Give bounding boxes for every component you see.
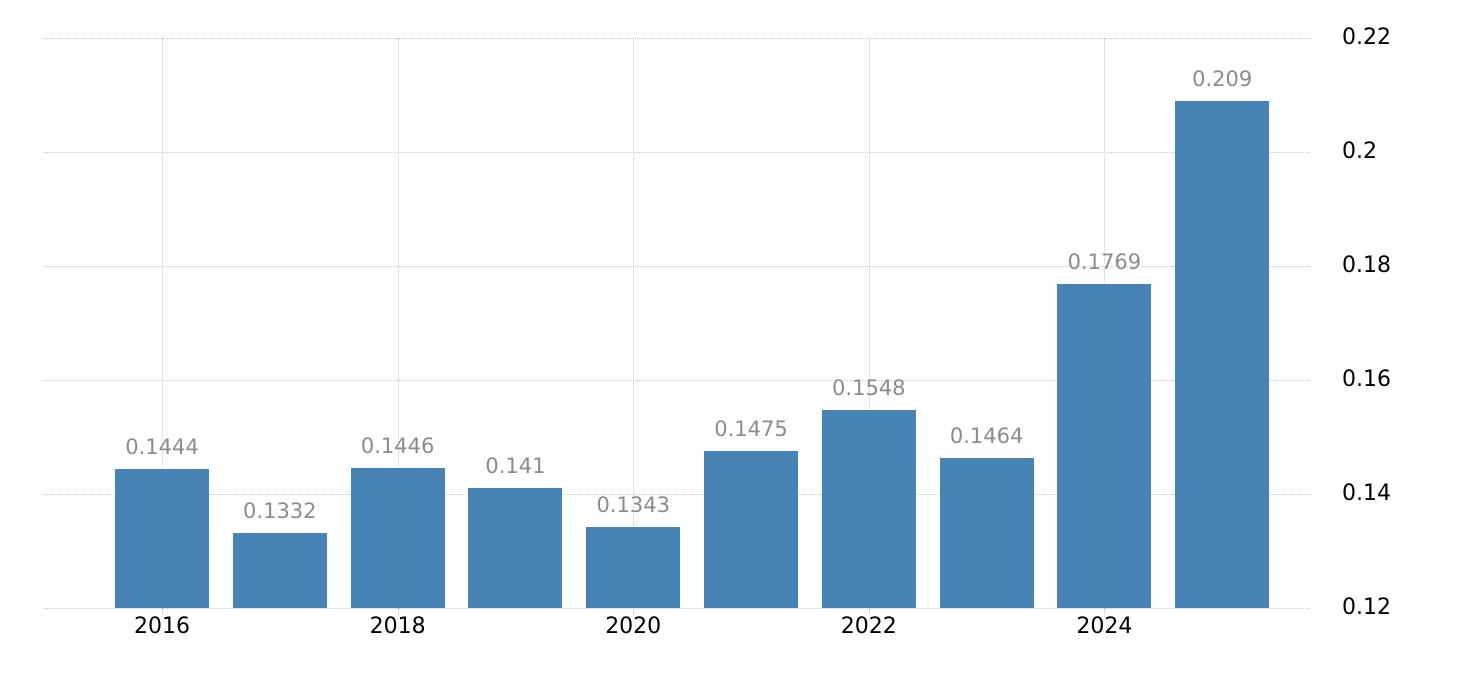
x-axis-tick-mark [868, 608, 870, 614]
x-axis-tick-mark [162, 608, 163, 614]
vertical-gridline [633, 38, 635, 608]
bar-2022[interactable] [821, 409, 916, 608]
x-axis-tick-mark [1104, 608, 1106, 614]
y-axis-tick-label: 0.12 [1342, 595, 1391, 620]
bar-2018[interactable] [350, 467, 445, 608]
bar-value-label: 0.1475 [714, 417, 788, 442]
bar-value-label: 0.1446 [360, 433, 435, 458]
y-axis-tick-label: 0.14 [1342, 481, 1391, 506]
vertical-gridline [397, 38, 399, 608]
bar-2016[interactable] [115, 468, 209, 608]
x-axis-tick-label: 2016 [134, 614, 190, 639]
y-axis-tick-label: 0.22 [1342, 25, 1391, 50]
horizontal-gridline [44, 152, 1310, 153]
y-axis-tick-label: 0.18 [1342, 253, 1391, 278]
y-axis-tick-label: 0.16 [1342, 367, 1391, 392]
plot-area: 0.1444 0.1332 0.1446 0.141 0.1343 0.1475 0.154… [44, 38, 1310, 614]
horizontal-gridline [44, 608, 1310, 609]
bar-value-label: 0.1464 [949, 423, 1024, 448]
x-axis-tick-label: 2022 [840, 614, 897, 639]
bar-2024[interactable] [1057, 283, 1152, 608]
bar-value-label: 0.1548 [832, 375, 906, 400]
bar-2020[interactable] [586, 526, 681, 608]
x-axis-tick-mark [633, 608, 635, 614]
x-axis-tick-label: 2024 [1076, 614, 1133, 639]
x-axis-tick-label: 2020 [605, 614, 662, 639]
vertical-gridline [868, 38, 870, 608]
bar-value-label: 0.141 [485, 454, 546, 479]
bar-value-label: 0.1343 [596, 492, 670, 517]
horizontal-gridline [44, 380, 1310, 381]
bar-2025[interactable] [1175, 100, 1270, 608]
bar-value-label: 0.209 [1192, 66, 1253, 91]
bar-value-label: 0.1769 [1067, 249, 1142, 274]
bar-value-label: 0.1444 [125, 434, 199, 459]
bar-2021[interactable] [704, 451, 798, 608]
horizontal-gridline [44, 494, 1310, 495]
horizontal-gridline [44, 266, 1310, 267]
x-axis-tick-label: 2018 [369, 614, 426, 639]
vertical-gridline [162, 38, 163, 608]
x-axis-tick-mark [397, 608, 399, 614]
bar-2019[interactable] [468, 488, 563, 608]
horizontal-gridline [44, 38, 1310, 39]
y-axis-tick-label: 0.2 [1342, 139, 1377, 164]
bar-value-label: 0.1332 [243, 498, 317, 523]
bar-2023[interactable] [939, 457, 1034, 608]
bar-2017[interactable] [232, 532, 327, 608]
